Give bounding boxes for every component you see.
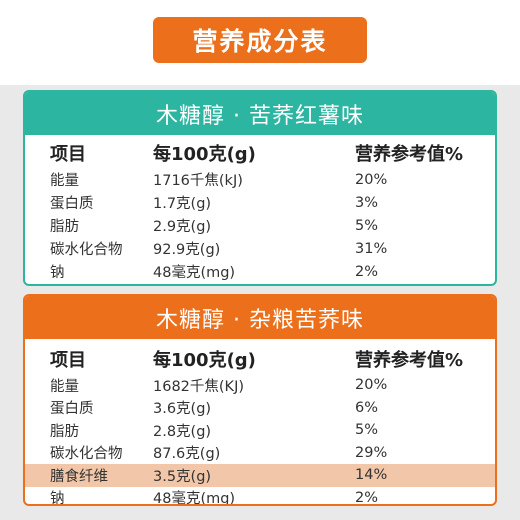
table-header-row: 项目 每100克(g) 营养参考值% bbox=[25, 138, 495, 168]
row-item: 碳水化合物 bbox=[50, 242, 123, 258]
column-header-item: 项目 bbox=[50, 349, 86, 371]
row-per100g: 87.6克(g) bbox=[153, 446, 221, 463]
table-row: 能量 1682千焦(KJ) 20% bbox=[25, 374, 495, 397]
table-row: 蛋白质 3.6克(g) 6% bbox=[25, 397, 495, 420]
row-item: 钠 bbox=[50, 491, 65, 506]
row-nrv: 20% bbox=[355, 171, 388, 188]
row-nrv: 29% bbox=[355, 444, 388, 461]
table-row: 蛋白质 1.7克(g) 3% bbox=[25, 191, 495, 214]
column-header-per100g: 每100克(g) bbox=[153, 144, 256, 165]
column-header-per100g: 每100克(g) bbox=[153, 349, 256, 371]
row-per100g: 2.9克(g) bbox=[153, 219, 212, 235]
table-row-highlighted: 膳食纤维 3.5克(g) 14% bbox=[25, 464, 495, 487]
row-per100g: 92.9克(g) bbox=[153, 242, 221, 258]
row-item: 碳水化合物 bbox=[50, 446, 123, 463]
table-row: 碳水化合物 87.6克(g) 29% bbox=[25, 442, 495, 465]
row-per100g: 3.6克(g) bbox=[153, 401, 212, 418]
row-item: 钠 bbox=[50, 265, 65, 281]
column-header-item: 项目 bbox=[50, 144, 86, 165]
nutrition-table-2: 木糖醇 · 杂粮苦荞味 项目 每100克(g) 营养参考值% 能量 1682千焦… bbox=[23, 294, 497, 506]
row-item: 蛋白质 bbox=[50, 401, 94, 418]
table-title-text: 木糖醇 · 杂粮苦荞味 bbox=[156, 307, 364, 333]
row-per100g: 48毫克(mg) bbox=[153, 265, 236, 281]
page-title: 营养成分表 bbox=[153, 17, 367, 63]
row-per100g: 48毫克(mg) bbox=[153, 491, 236, 506]
row-item: 脂肪 bbox=[50, 219, 79, 235]
row-nrv: 20% bbox=[355, 377, 388, 394]
column-header-nrv: 营养参考值% bbox=[355, 144, 464, 165]
table-row: 脂肪 2.9克(g) 5% bbox=[25, 214, 495, 237]
row-per100g: 1716千焦(kJ) bbox=[153, 173, 243, 189]
row-nrv: 5% bbox=[355, 217, 379, 234]
row-per100g: 3.5克(g) bbox=[153, 468, 212, 485]
row-nrv: 2% bbox=[355, 489, 379, 506]
row-item: 膳食纤维 bbox=[50, 468, 108, 485]
table-title: 木糖醇 · 杂粮苦荞味 bbox=[25, 296, 495, 339]
row-nrv: 3% bbox=[355, 194, 379, 211]
row-item: 能量 bbox=[50, 173, 79, 189]
table-row: 能量 1716千焦(kJ) 20% bbox=[25, 168, 495, 191]
row-item: 能量 bbox=[50, 378, 79, 395]
row-nrv: 6% bbox=[355, 399, 379, 416]
row-per100g: 1682千焦(KJ) bbox=[153, 378, 245, 395]
table-row: 钠 48毫克(mg) 2% bbox=[25, 260, 495, 283]
table-row: 脂肪 2.8克(g) 5% bbox=[25, 419, 495, 442]
table-header-row: 项目 每100克(g) 营养参考值% bbox=[25, 343, 495, 374]
row-per100g: 1.7克(g) bbox=[153, 196, 212, 212]
row-nrv: 5% bbox=[355, 422, 379, 439]
row-nrv: 2% bbox=[355, 263, 379, 280]
table-row: 碳水化合物 92.9克(g) 31% bbox=[25, 237, 495, 260]
table-row: 钠 48毫克(mg) 2% bbox=[25, 487, 495, 506]
row-item: 脂肪 bbox=[50, 423, 79, 440]
column-header-nrv: 营养参考值% bbox=[355, 349, 464, 371]
row-nrv: 14% bbox=[355, 467, 388, 484]
row-nrv: 31% bbox=[355, 240, 388, 257]
nutrition-table-1: 木糖醇 · 苦荞红薯味 项目 每100克(g) 营养参考值% 能量 1716千焦… bbox=[23, 90, 497, 286]
table-title-text: 木糖醇 · 苦荞红薯味 bbox=[156, 103, 364, 129]
table-title: 木糖醇 · 苦荞红薯味 bbox=[25, 92, 495, 135]
row-per100g: 2.8克(g) bbox=[153, 423, 212, 440]
row-item: 蛋白质 bbox=[50, 196, 94, 212]
